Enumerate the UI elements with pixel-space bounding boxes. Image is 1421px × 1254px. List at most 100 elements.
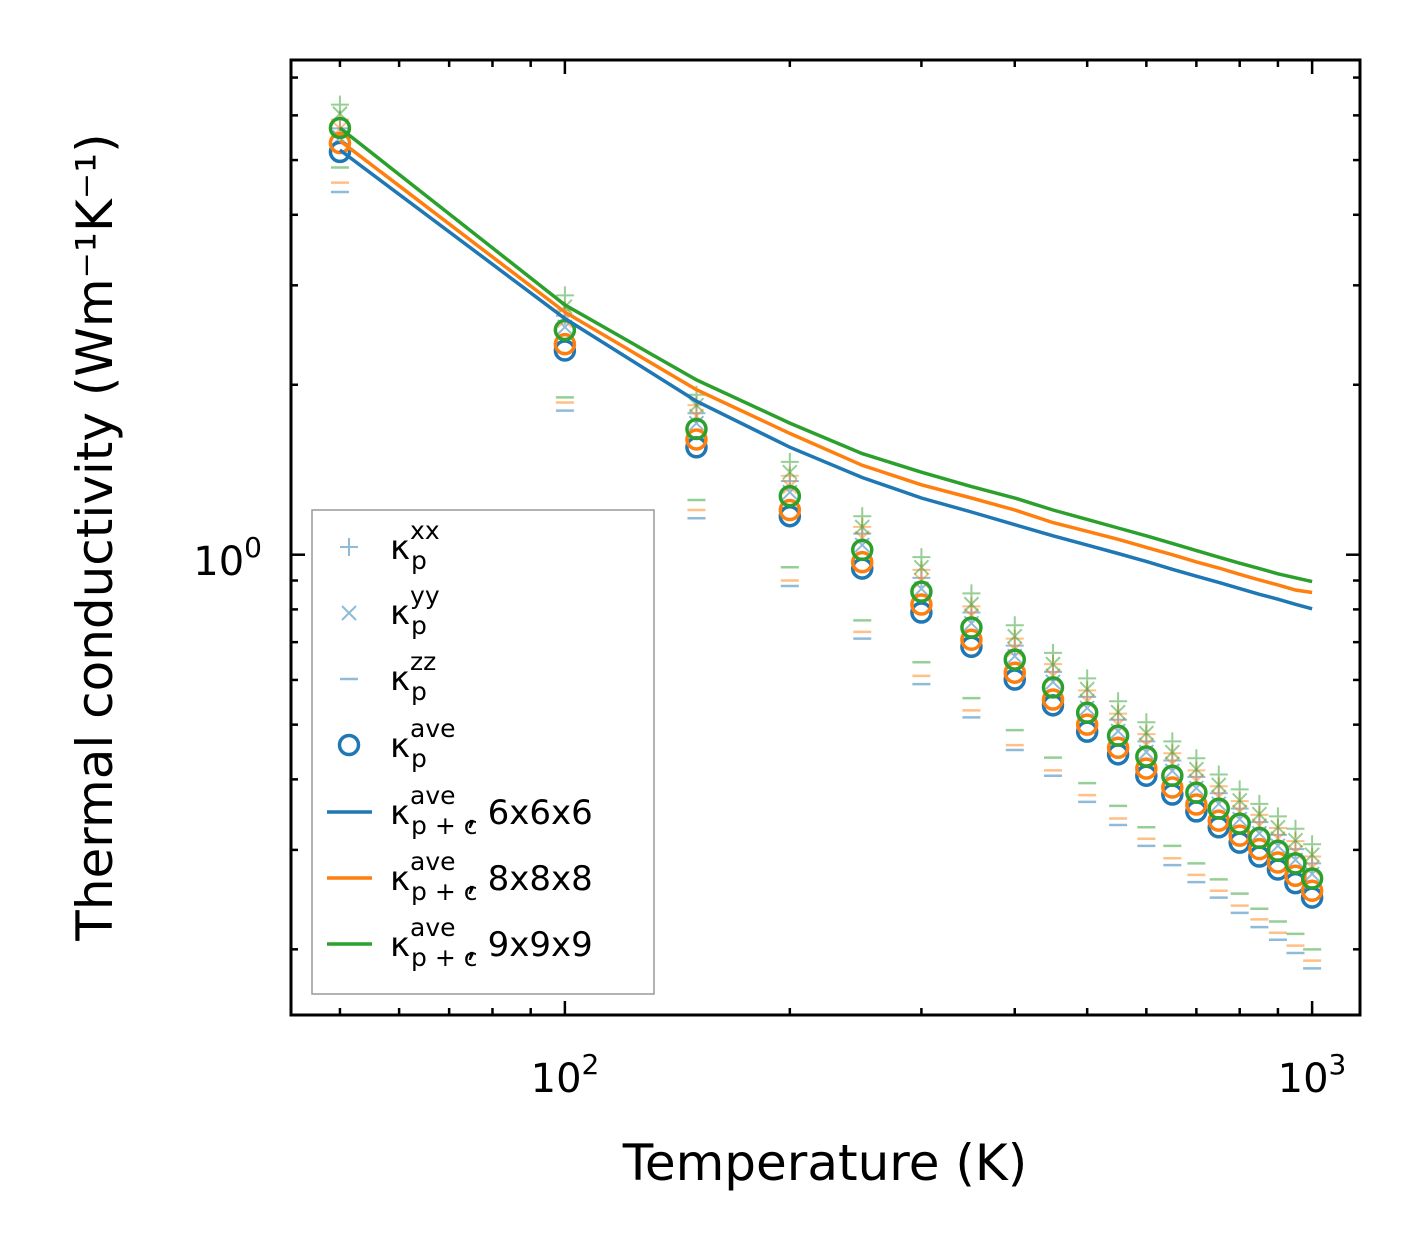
kyy-point-9x9x9 [688, 397, 705, 413]
legend-item: κyy p [341, 581, 440, 640]
kave-point-9x9x9 [960, 616, 983, 639]
kxx-point-9x9x9 [1187, 749, 1206, 768]
x-tick-label-1000: 103 [1278, 1048, 1347, 1102]
kyy-point-9x9x9 [1007, 628, 1023, 644]
kxx-point-9x9x9 [912, 548, 931, 567]
kave-point-8x8x8 [1185, 793, 1208, 816]
kave-point-9x9x9 [1075, 701, 1099, 724]
kave-point-8x8x8 [1300, 879, 1324, 902]
kave-point-9x9x9 [1041, 676, 1065, 699]
kave-point-8x8x8 [685, 428, 708, 451]
kxx-point-9x9x9 [962, 584, 981, 603]
kyy-point-9x9x9 [1231, 792, 1248, 809]
x-axis-label: Temperature (K) [622, 1134, 1027, 1192]
kxx-point-9x9x9 [1043, 643, 1062, 662]
legend-item: κave p + c, 9x9x9 [327, 913, 593, 972]
legend: κxx p κyy p κzz p κave p κave p + c, 6x6x6 κave p +… [311, 509, 655, 995]
kave-point-9x9x9 [1207, 797, 1231, 820]
kave-point-8x8x8 [910, 593, 933, 616]
kave-point-9x9x9 [1003, 648, 1027, 671]
legend-label: κave p + c, 9x9x9 [390, 913, 593, 972]
kxx-point-9x9x9 [853, 507, 872, 526]
kave-point-9x9x9 [1300, 867, 1324, 890]
kave-point-8x8x8 [778, 498, 802, 522]
data-marks [328, 95, 1324, 970]
legend-label: κave p + c, 8x8x8 [390, 847, 593, 906]
kyy-point-9x9x9 [1138, 725, 1155, 741]
kave-point-8x8x8 [1161, 776, 1184, 799]
legend-plus-icon [340, 538, 358, 556]
kave-point-9x9x9 [1135, 745, 1158, 768]
kyy-point-6x6x6 [688, 415, 705, 431]
kave-point-9x9x9 [1228, 812, 1251, 835]
legend-item: κxx p [340, 516, 440, 575]
kyy-point-9x9x9 [782, 464, 798, 480]
kave-point-8x8x8 [1075, 713, 1099, 736]
kave-point-6x6x6 [910, 601, 933, 624]
x-tick-label-100: 102 [531, 1048, 600, 1102]
legend-item: κave p [337, 714, 456, 773]
kave-pc-line-6x6x6 [338, 148, 1313, 611]
kxx-point-9x9x9 [1078, 669, 1097, 688]
kyy-point-9x9x9 [1251, 806, 1268, 822]
kyy-point-9x9x9 [1079, 681, 1095, 697]
kyy-point-9x9x9 [1287, 832, 1304, 848]
kave-point-9x9x9 [850, 538, 874, 562]
legend-cross-icon [341, 605, 357, 621]
y-tick-label-1: 100 [193, 531, 262, 585]
kyy-point-9x9x9 [1110, 704, 1126, 720]
legend-label: κave p + c, 6x6x6 [390, 781, 593, 840]
kyy-point-9x9x9 [1211, 777, 1227, 793]
kave-point-8x8x8 [1041, 688, 1065, 711]
kxx-point-9x9x9 [1209, 765, 1228, 784]
kxx-point-9x9x9 [1109, 692, 1128, 711]
kave-point-9x9x9 [1106, 724, 1130, 747]
kave-point-8x8x8 [328, 131, 352, 155]
kave-point-8x8x8 [960, 628, 983, 651]
kave-point-9x9x9 [685, 417, 708, 441]
kave-point-8x8x8 [1003, 661, 1027, 684]
legend-label: κxx p [390, 516, 440, 575]
kave-point-9x9x9 [778, 484, 802, 508]
legend-item: κzz p [340, 647, 436, 706]
kyy-point-9x9x9 [963, 596, 980, 612]
kxx-point-9x9x9 [555, 286, 574, 305]
kyy-point-9x9x9 [854, 519, 870, 535]
kave-point-9x9x9 [1284, 852, 1307, 875]
kxx-point-9x9x9 [1268, 807, 1287, 826]
kave-point-8x8x8 [1284, 864, 1307, 887]
kxx-point-9x9x9 [1286, 819, 1305, 838]
kave-point-9x9x9 [1185, 781, 1208, 804]
kave-point-8x8x8 [553, 332, 577, 356]
kxx-point-9x9x9 [1005, 616, 1024, 635]
kave-point-8x8x8 [1135, 757, 1158, 780]
kave-point-9x9x9 [1266, 839, 1290, 862]
kxx-point-9x9x9 [1230, 780, 1249, 799]
kave-point-8x8x8 [850, 550, 874, 574]
plot-frame [289, 58, 1362, 1017]
kxx-point-9x9x9 [1250, 794, 1269, 813]
legend-label: κyy p [390, 581, 440, 640]
kyy-point-9x9x9 [1188, 761, 1205, 777]
kave-point-9x9x9 [1248, 826, 1271, 850]
kxx-point-9x9x9 [1163, 732, 1182, 751]
kyy-point-9x9x9 [913, 559, 930, 575]
kxx-point-9x9x9 [330, 95, 349, 114]
kave-point-9x9x9 [328, 116, 352, 140]
legend-item: κave p + c, 6x6x6 [327, 781, 593, 840]
kyy-point-9x9x9 [1164, 744, 1181, 760]
kyy-point-9x9x9 [1045, 656, 1061, 672]
legend-label: κzz p [390, 647, 436, 706]
kxx-point-9x9x9 [1303, 835, 1322, 854]
kave-pc-line-9x9x9 [338, 126, 1313, 584]
legend-circle-icon [337, 733, 361, 757]
legend-box [311, 509, 655, 995]
kyy-point-9x9x9 [1270, 819, 1286, 835]
kxx-point-9x9x9 [1137, 713, 1156, 732]
kave-point-9x9x9 [1161, 764, 1184, 787]
legend-label: κave p [390, 714, 456, 773]
kave-pc-line-8x8x8 [338, 139, 1313, 595]
y-axis-label: Thermal conductivity (Wm⁻¹K⁻¹) [66, 133, 124, 941]
kyy-point-9x9x9 [1304, 847, 1320, 863]
